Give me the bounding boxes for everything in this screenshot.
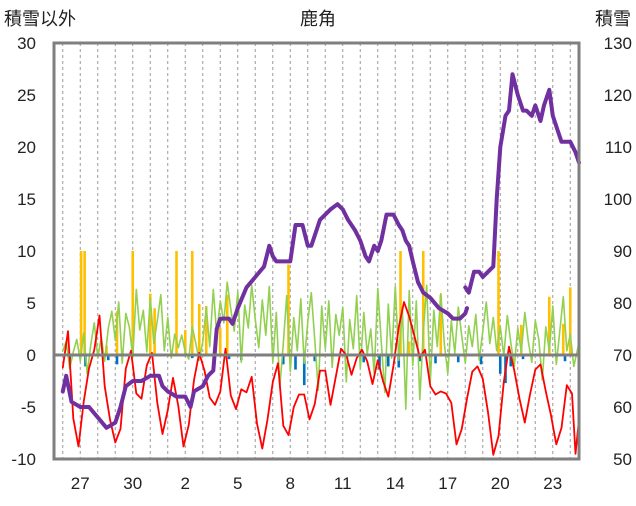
bar-series-4 bbox=[153, 308, 156, 355]
right-tick-label: 70 bbox=[613, 346, 632, 365]
bar-series-5 bbox=[386, 355, 390, 367]
bar-series-5 bbox=[397, 355, 401, 368]
x-tick-label: 11 bbox=[334, 474, 352, 493]
bar-series-5 bbox=[190, 355, 194, 359]
bar-series-4 bbox=[547, 296, 551, 355]
bar-series-4 bbox=[83, 251, 86, 355]
bar-series-5 bbox=[378, 355, 381, 370]
bar-series-4 bbox=[568, 287, 572, 355]
left-tick-label: 15 bbox=[17, 190, 36, 209]
right-tick-label: 120 bbox=[604, 86, 632, 105]
left-tick-label: 30 bbox=[17, 34, 36, 53]
bar-series-4 bbox=[407, 341, 411, 355]
x-tick-label: 30 bbox=[123, 474, 142, 493]
x-axis-ticks: 27 30 2 5 8 11 14 17 20 23 bbox=[71, 474, 562, 493]
bar-series-5 bbox=[479, 355, 483, 365]
right-tick-label: 50 bbox=[613, 450, 632, 469]
left-tick-label: -5 bbox=[21, 398, 36, 417]
bar-series-5 bbox=[456, 355, 460, 363]
sunshine-bars bbox=[79, 251, 572, 355]
bar-series-5 bbox=[106, 355, 110, 361]
left-axis-label: 積雪以外 bbox=[4, 9, 76, 29]
right-tick-label: 80 bbox=[613, 294, 632, 313]
bar-series-5 bbox=[294, 355, 297, 370]
right-tick-label: 60 bbox=[613, 398, 632, 417]
bar-series-5 bbox=[521, 355, 525, 360]
line-series-0 bbox=[60, 202, 469, 430]
bar-series-4 bbox=[175, 251, 178, 355]
bar-series-5 bbox=[115, 355, 119, 365]
right-tick-label: 100 bbox=[604, 190, 632, 209]
right-axis-ticks: 50 60 70 80 90 100 110 120 130 bbox=[604, 34, 632, 469]
left-tick-label: 10 bbox=[17, 242, 36, 261]
left-tick-label: -10 bbox=[11, 450, 36, 469]
right-axis-label: 積雪 bbox=[595, 9, 631, 29]
bar-series-4 bbox=[79, 251, 83, 355]
bar-series-4 bbox=[204, 306, 208, 355]
right-tick-label: 90 bbox=[613, 242, 632, 261]
bar-series-5 bbox=[498, 355, 502, 374]
right-tick-label: 130 bbox=[604, 34, 632, 53]
bar-series-4 bbox=[197, 304, 201, 355]
bar-series-5 bbox=[281, 355, 285, 365]
x-tick-label: 14 bbox=[386, 474, 405, 493]
x-tick-label: 23 bbox=[543, 474, 562, 493]
left-tick-label: 5 bbox=[27, 294, 36, 313]
bar-series-4 bbox=[115, 311, 119, 355]
bar-series-4 bbox=[183, 330, 187, 355]
left-tick-label: 0 bbox=[27, 346, 36, 365]
bar-series-4 bbox=[519, 324, 523, 355]
bar-series-5 bbox=[313, 355, 317, 362]
bar-series-4 bbox=[561, 323, 565, 355]
x-tick-label: 8 bbox=[286, 474, 295, 493]
bar-series-4 bbox=[225, 294, 229, 355]
bar-series-4 bbox=[399, 251, 402, 355]
chart-title: 鹿角 bbox=[300, 9, 336, 29]
x-tick-label: 20 bbox=[491, 474, 510, 493]
bar-series-5 bbox=[563, 355, 567, 362]
bar-series-4 bbox=[131, 251, 135, 355]
bar-series-5 bbox=[418, 355, 422, 362]
bar-series-4 bbox=[190, 251, 194, 355]
bar-series-5 bbox=[227, 355, 231, 360]
bar-series-5 bbox=[362, 355, 366, 363]
bar-series-4 bbox=[287, 264, 290, 355]
bar-series-4 bbox=[497, 251, 500, 355]
bar-series-4 bbox=[439, 294, 443, 355]
plot-frame bbox=[52, 41, 581, 461]
line-series-1 bbox=[463, 72, 581, 295]
bar-series-5 bbox=[434, 355, 437, 364]
left-tick-label: 25 bbox=[17, 86, 36, 105]
x-tick-label: 5 bbox=[233, 474, 242, 493]
bar-series-4 bbox=[421, 251, 425, 355]
bar-series-5 bbox=[509, 355, 513, 367]
left-tick-label: 20 bbox=[17, 138, 36, 157]
bar-series-5 bbox=[302, 355, 306, 386]
x-tick-label: 27 bbox=[71, 474, 90, 493]
x-tick-label: 2 bbox=[181, 474, 190, 493]
line-series-3 bbox=[62, 281, 580, 410]
bar-series-4 bbox=[148, 293, 152, 355]
line-series-2 bbox=[61, 301, 580, 456]
x-tick-label: 17 bbox=[438, 474, 457, 493]
left-axis-ticks: -10 -5 0 5 10 15 20 25 30 bbox=[11, 34, 36, 469]
bar-series-4 bbox=[218, 327, 222, 355]
right-tick-label: 110 bbox=[605, 138, 632, 157]
series-lines bbox=[60, 72, 581, 456]
